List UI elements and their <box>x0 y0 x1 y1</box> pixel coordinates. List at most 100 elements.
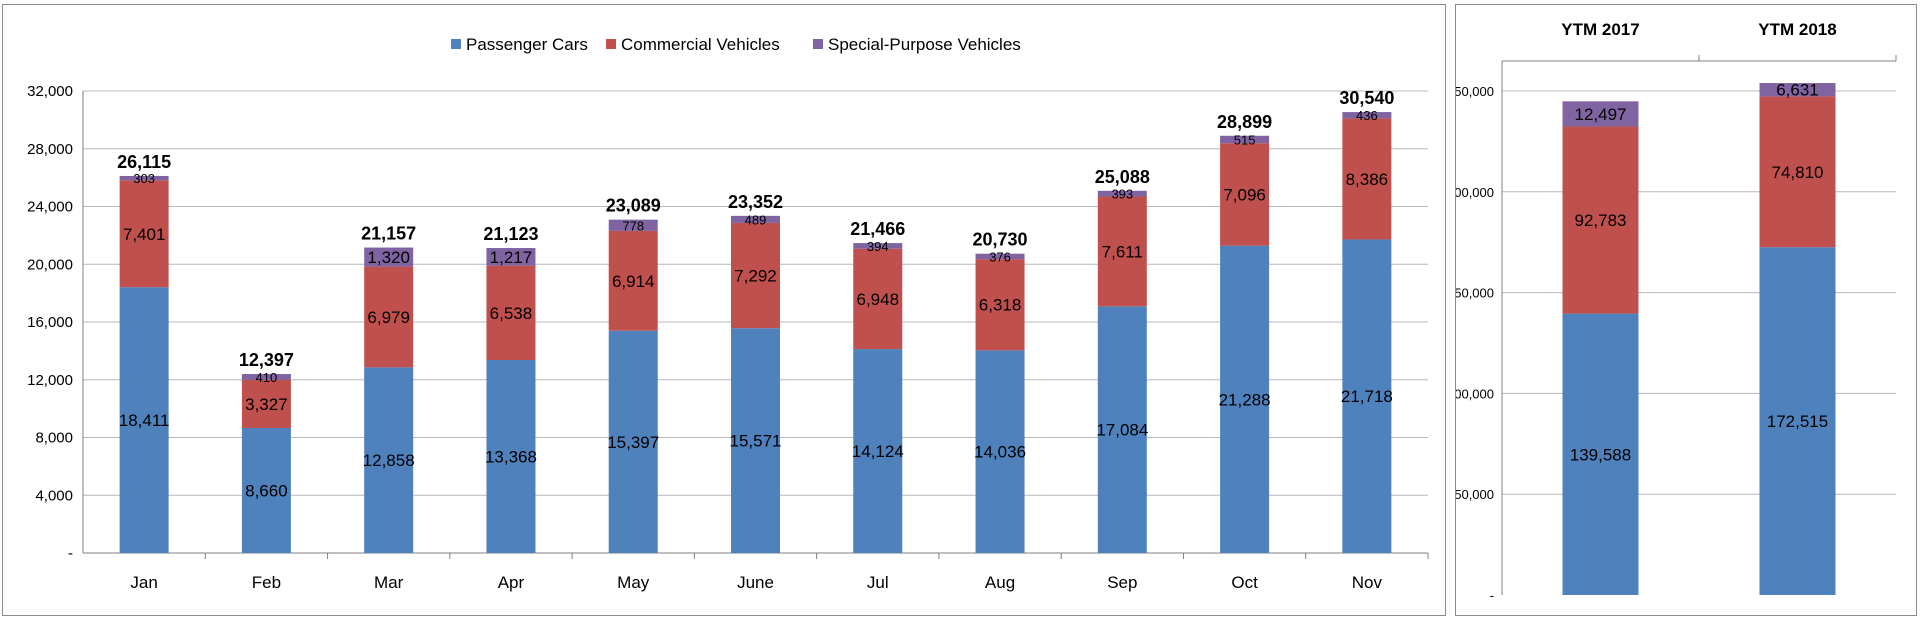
data-label-passenger: 17,084 <box>1096 421 1148 440</box>
total-label: 20,730 <box>973 230 1028 250</box>
y-tick-label: 32,000 <box>27 83 73 100</box>
legend-label-commercial: Commercial Vehicles <box>621 35 780 54</box>
data-label-commercial: 7,401 <box>123 225 166 244</box>
data-label-commercial: 74,810 <box>1772 163 1824 182</box>
x-category-label: Oct <box>1231 573 1258 592</box>
y-tick-label: 150,000 <box>1456 286 1494 301</box>
data-label-commercial: 6,979 <box>367 308 410 327</box>
bar-segment-special <box>975 253 1025 260</box>
data-label-special: 376 <box>989 249 1011 264</box>
bar-segment-commercial <box>241 379 291 428</box>
bar-segment-passenger <box>731 328 780 553</box>
x-category-label: Aug <box>985 573 1015 592</box>
data-label-passenger: 172,515 <box>1767 412 1828 431</box>
x-category-label: June <box>737 573 774 592</box>
bar-segment-commercial <box>731 222 780 329</box>
bar-segment-commercial <box>1220 143 1270 246</box>
data-label-special: 394 <box>867 239 889 254</box>
data-label-passenger: 14,036 <box>974 443 1026 462</box>
y-tick-label: 24,000 <box>27 199 73 216</box>
x-category-label: Apr <box>498 573 525 592</box>
ytm-sales-chart: - 50,000 100,000 150,000 200,000 250,000 139,5… <box>1456 20 1897 603</box>
data-label-commercial: 6,538 <box>490 304 533 323</box>
monthly-sales-chart-panel: - 4,000 8,000 12,000 16,000 20,000 24,000 28,00… <box>2 4 1446 616</box>
y-tick-label: 200,000 <box>1456 185 1494 200</box>
data-label-special: 303 <box>133 171 155 186</box>
legend-label-special: Special-Purpose Vehicles <box>828 35 1021 54</box>
ytm-sales-chart-panel: - 50,000 100,000 150,000 200,000 250,000 139,5… <box>1455 4 1917 616</box>
bar-segment-special <box>608 219 658 231</box>
bar-segment-commercial <box>364 266 414 368</box>
bar-segment-commercial <box>1097 196 1147 307</box>
data-label-passenger: 21,718 <box>1341 387 1393 406</box>
y-tick-label: - <box>68 545 73 562</box>
y-tick-label: 100,000 <box>1456 386 1494 401</box>
data-label-passenger: 139,588 <box>1570 445 1631 464</box>
data-label-passenger: 18,411 <box>119 411 170 430</box>
data-label-passenger: 15,571 <box>730 432 782 451</box>
x-category-label: Sep <box>1107 573 1137 592</box>
y-tick-label: 16,000 <box>27 314 73 331</box>
total-label: 21,157 <box>361 224 416 244</box>
bar-segment-passenger <box>364 367 414 553</box>
data-label-special: 6,631 <box>1776 81 1819 100</box>
x-category-label: YTM 2017 <box>1561 20 1639 39</box>
total-label: 21,123 <box>483 224 538 244</box>
data-label-special: 489 <box>745 212 767 227</box>
bar-segment-special <box>731 215 780 223</box>
data-label-passenger: 15,397 <box>607 433 659 452</box>
y-tick-label: 20,000 <box>27 256 73 273</box>
x-category-label: Feb <box>252 573 281 592</box>
data-label-commercial: 6,318 <box>979 296 1022 315</box>
data-label-special: 1,320 <box>367 248 410 267</box>
bar-segment-passenger <box>1562 313 1639 595</box>
data-label-special: 393 <box>1111 187 1133 202</box>
legend-swatch-special <box>813 39 823 49</box>
bar-segment-commercial <box>119 180 169 288</box>
bar-segment-passenger <box>119 287 169 553</box>
y-tick-label: 4,000 <box>35 487 73 504</box>
y-tick-label: 28,000 <box>27 141 73 158</box>
bar-segment-special <box>119 175 169 181</box>
data-label-passenger: 21,288 <box>1219 390 1271 409</box>
bar-segment-special <box>853 243 903 249</box>
bar-segment-commercial <box>486 265 536 360</box>
y-tick-label: 12,000 <box>27 372 73 389</box>
total-label: 28,899 <box>1217 112 1272 132</box>
bar-segment-special <box>241 374 291 380</box>
x-category-label: Jan <box>130 573 157 592</box>
bar-segment-special <box>1097 190 1147 197</box>
data-label-commercial: 3,327 <box>245 395 288 414</box>
y-tick-label: 50,000 <box>1456 487 1494 502</box>
data-label-commercial: 6,914 <box>612 272 655 291</box>
data-label-passenger: 8,660 <box>245 481 288 500</box>
bar-segment-passenger <box>1097 306 1147 553</box>
bar-segment-commercial <box>853 248 903 350</box>
data-label-passenger: 12,858 <box>363 451 415 470</box>
bar-segment-special <box>364 247 414 267</box>
data-label-commercial: 6,948 <box>856 290 899 309</box>
total-label: 23,352 <box>728 192 783 212</box>
bar-segment-passenger <box>608 330 658 553</box>
bar-segment-special <box>486 248 536 266</box>
data-label-special: 12,497 <box>1575 105 1627 124</box>
bar-segment-passenger <box>975 350 1025 553</box>
data-label-special: 515 <box>1234 132 1256 147</box>
bar-segment-special <box>1759 83 1836 97</box>
x-category-label: May <box>617 573 650 592</box>
data-label-passenger: 14,124 <box>852 442 904 461</box>
x-category-label: YTM 2018 <box>1758 20 1836 39</box>
x-category-label: Jul <box>867 573 889 592</box>
total-label: 25,088 <box>1095 167 1150 187</box>
total-label: 23,089 <box>606 196 661 216</box>
data-label-passenger: 13,368 <box>485 447 537 466</box>
bar-segment-special <box>1562 101 1639 127</box>
y-tick-label: - <box>1490 588 1494 603</box>
y-tick-label: 250,000 <box>1456 84 1494 99</box>
total-label: 30,540 <box>1339 88 1394 108</box>
bar-segment-commercial <box>1759 96 1836 248</box>
total-label: 21,466 <box>850 219 905 239</box>
bar-segment-passenger <box>486 359 536 553</box>
bar-segment-passenger <box>853 349 903 553</box>
bar-segment-special <box>1342 112 1392 119</box>
